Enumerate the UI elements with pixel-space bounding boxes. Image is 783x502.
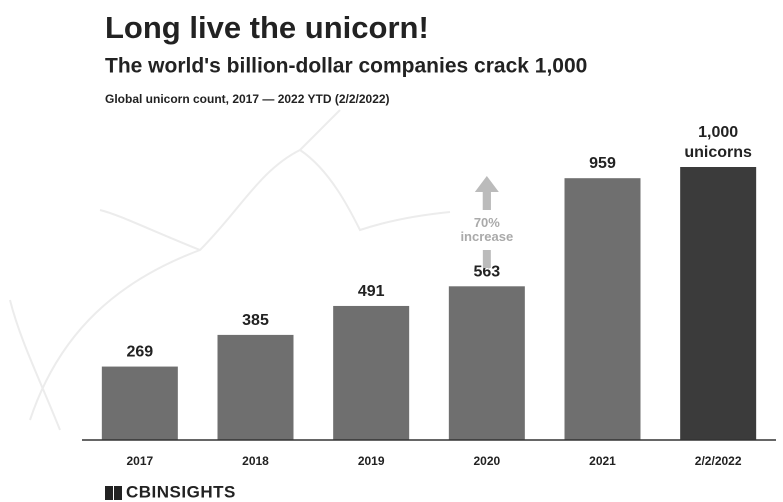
x-tick-label: 2020 bbox=[473, 454, 500, 468]
bar bbox=[448, 286, 525, 440]
bar bbox=[101, 366, 178, 440]
unicorn-illustration bbox=[9, 109, 451, 431]
data-label: 959 bbox=[589, 155, 616, 172]
logo-mark bbox=[114, 486, 122, 500]
x-tick-label: 2018 bbox=[242, 454, 269, 468]
bar bbox=[217, 334, 294, 440]
data-label: 269 bbox=[126, 344, 153, 361]
x-tick-label: 2021 bbox=[589, 454, 616, 468]
chart-caption: Global unicorn count, 2017 — 2022 YTD (2… bbox=[105, 92, 390, 106]
x-tick-label: 2/2/2022 bbox=[695, 454, 742, 468]
x-tick-label: 2017 bbox=[126, 454, 153, 468]
arrow-shaft bbox=[482, 250, 491, 268]
annotation: 70% increase bbox=[460, 215, 513, 244]
arrow-shaft bbox=[482, 192, 491, 210]
logo-mark bbox=[105, 486, 113, 500]
bar bbox=[564, 178, 641, 440]
data-label: 563 bbox=[473, 264, 500, 281]
source-logo bbox=[105, 486, 122, 500]
bar bbox=[333, 305, 410, 440]
chart-subtitle: The world's billion-dollar companies cra… bbox=[105, 55, 587, 78]
data-label: 1,000 unicorns bbox=[684, 124, 752, 161]
bar bbox=[680, 167, 757, 440]
data-label: 385 bbox=[242, 312, 269, 329]
x-tick-label: 2019 bbox=[358, 454, 385, 468]
source: CBINSIGHTS bbox=[126, 482, 236, 501]
data-label: 491 bbox=[358, 283, 385, 300]
chart-title: Long live the unicorn! bbox=[105, 10, 429, 45]
